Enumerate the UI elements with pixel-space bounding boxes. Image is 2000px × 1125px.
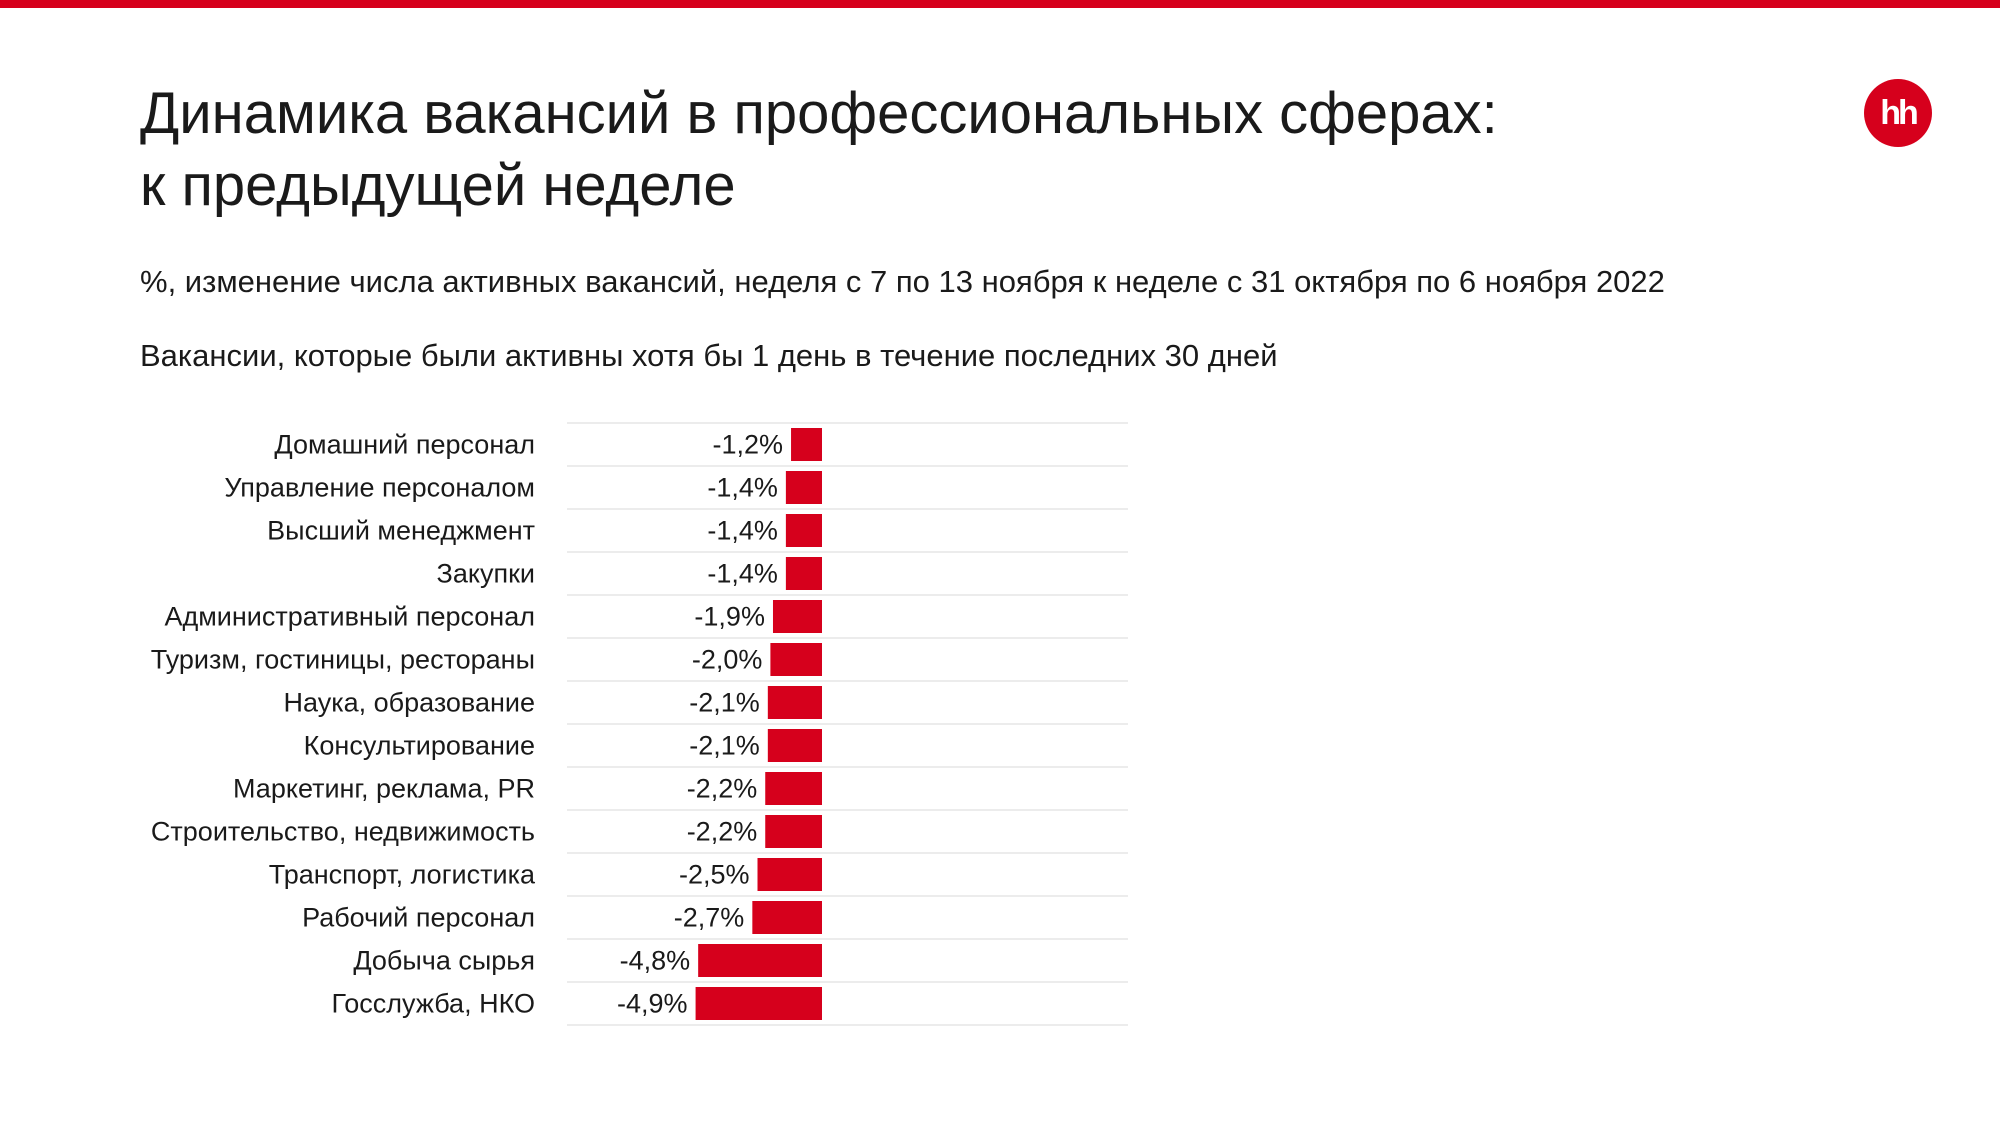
value-label: -1,2% xyxy=(712,430,783,460)
value-label: -4,9% xyxy=(617,989,688,1019)
category-label: Маркетинг, реклама, PR xyxy=(233,774,535,804)
category-label: Наука, образование xyxy=(283,688,535,718)
top-accent-stripe xyxy=(0,0,2000,8)
value-label: -4,8% xyxy=(620,946,691,976)
bar xyxy=(757,858,822,891)
value-label: -2,5% xyxy=(679,860,750,890)
chart-note: Вакансии, которые были активны хотя бы 1… xyxy=(140,338,1278,373)
category-label: Рабочий персонал xyxy=(302,903,535,933)
category-label: Домашний персонал xyxy=(274,430,535,460)
value-label: -1,4% xyxy=(707,559,778,589)
category-label: Госслужба, НКО xyxy=(331,989,535,1019)
category-label: Туризм, гостиницы, рестораны xyxy=(151,645,535,675)
hh-logo: hh xyxy=(1864,79,1932,147)
category-label: Добыча сырья xyxy=(353,946,535,976)
value-label: -2,0% xyxy=(692,645,763,675)
value-label: -2,1% xyxy=(689,731,760,761)
category-label: Закупки xyxy=(437,559,535,589)
bar xyxy=(772,600,822,633)
value-label: -2,7% xyxy=(674,903,745,933)
bar xyxy=(791,428,822,461)
value-label: -1,9% xyxy=(694,602,765,632)
value-label: -2,2% xyxy=(687,774,758,804)
value-label: -2,2% xyxy=(687,817,758,847)
bar xyxy=(698,944,822,977)
value-label: -2,1% xyxy=(689,688,760,718)
bar xyxy=(767,729,822,762)
category-label: Консультирование xyxy=(304,731,535,761)
page-title: Динамика вакансий в профессиональных сфе… xyxy=(140,81,1498,218)
category-label: Управление персоналом xyxy=(224,473,535,503)
bar xyxy=(767,686,822,719)
bar xyxy=(765,815,822,848)
bar xyxy=(695,987,822,1020)
bar xyxy=(752,901,822,934)
bar xyxy=(785,471,822,504)
category-label: Транспорт, логистика xyxy=(269,860,536,890)
bar xyxy=(765,772,822,805)
bar xyxy=(770,643,822,676)
bar xyxy=(785,514,822,547)
value-label: -1,4% xyxy=(707,516,778,546)
chart-subtitle: %, изменение числа активных вакансий, не… xyxy=(140,264,1665,299)
value-label: -1,4% xyxy=(707,473,778,503)
category-label: Административный персонал xyxy=(164,602,535,632)
category-label: Строительство, недвижимость xyxy=(151,817,535,847)
category-label: Высший менеджмент xyxy=(267,516,535,546)
bar xyxy=(785,557,822,590)
